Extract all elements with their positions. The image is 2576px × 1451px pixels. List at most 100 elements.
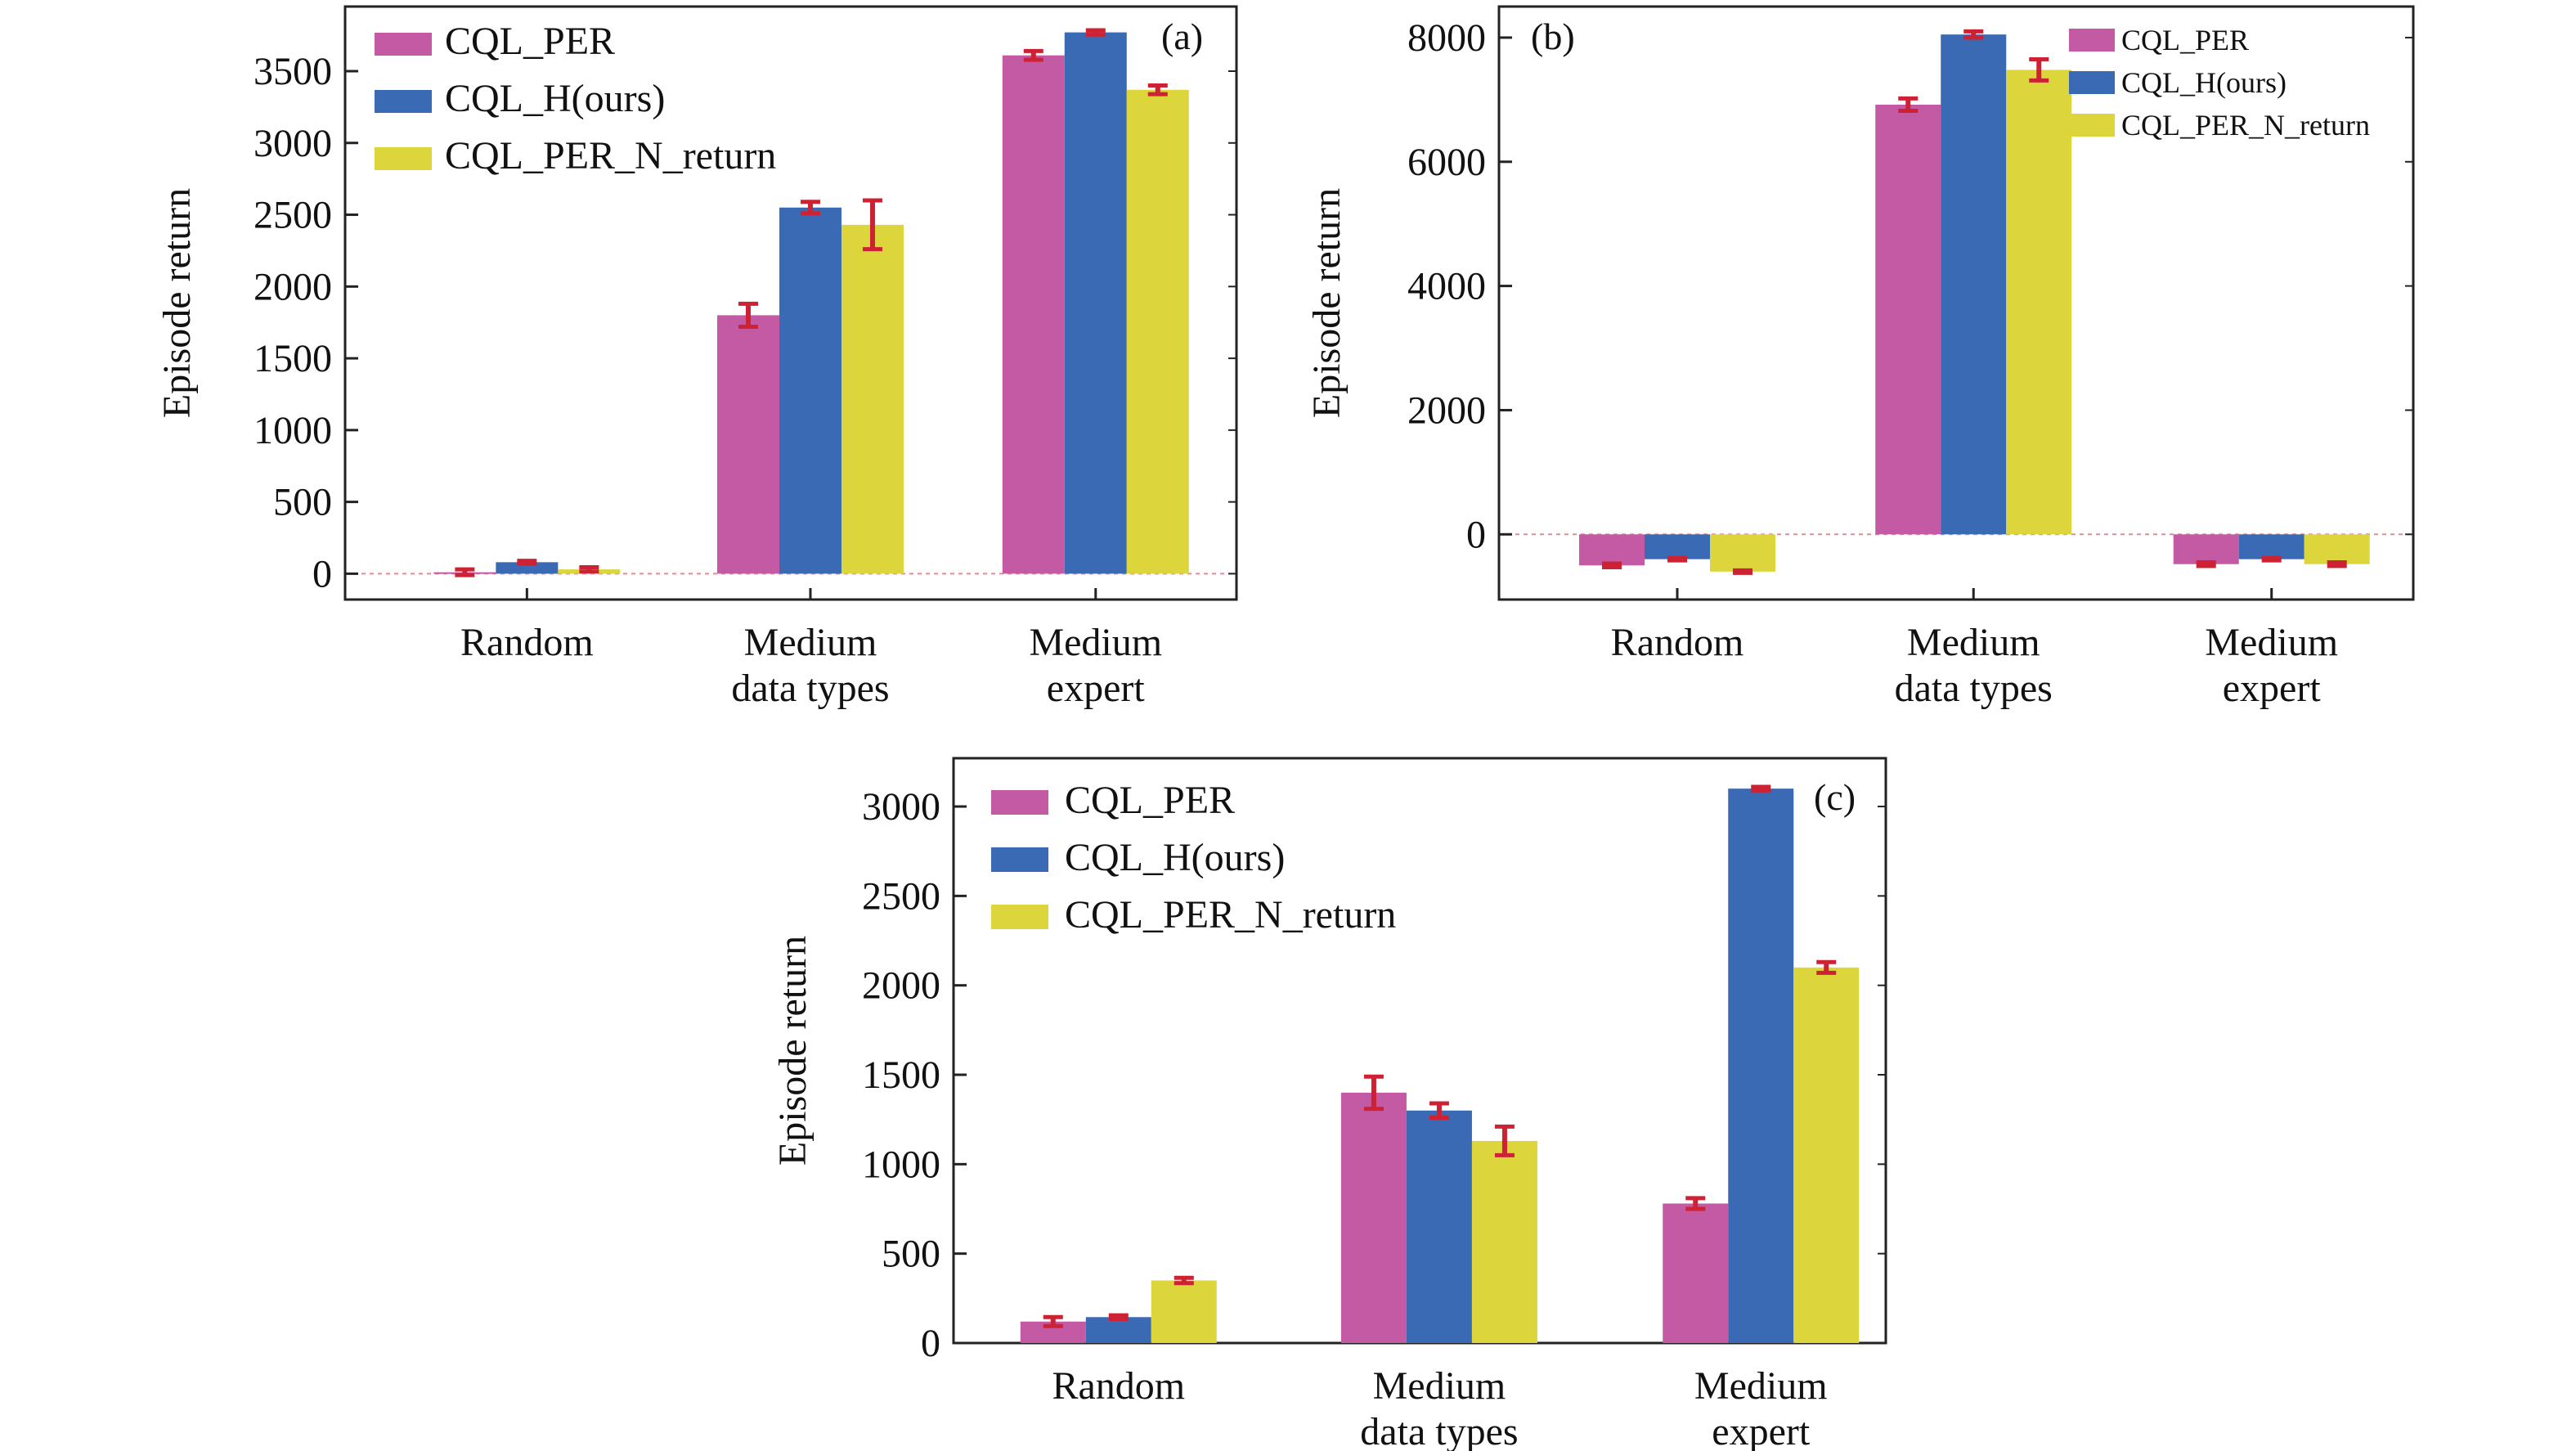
- y-tick-label: 2000: [862, 964, 940, 1008]
- chart-panel-b: 0 2000 4000 6000 8000 Episode return Random Med…: [1305, 5, 2415, 710]
- legend-item: CQL_PER_N_return: [375, 134, 776, 177]
- legend-swatch: [991, 905, 1048, 929]
- y-tick-label: 0: [312, 552, 332, 595]
- bar-cql-per-1: [1875, 104, 1941, 535]
- bar-cql-h-ours--1: [1406, 1110, 1472, 1343]
- legend-item: CQL_PER_N_return: [991, 893, 1396, 937]
- bar-cql-h-ours--0: [496, 562, 559, 574]
- error-bar: [1685, 1196, 1706, 1211]
- error-bar: [1085, 28, 1106, 37]
- error-bar: [1023, 48, 1043, 62]
- bar-cql-h-ours--2: [2238, 534, 2304, 559]
- y-tick-label: 500: [882, 1233, 940, 1276]
- y-tick-label: 2000: [254, 265, 332, 308]
- legend-label: CQL_PER_N_return: [2121, 109, 2370, 142]
- y-tick-label: 1500: [862, 1053, 940, 1097]
- error-bar: [1667, 555, 1688, 563]
- y-tick-label: 0: [921, 1322, 940, 1365]
- y-tick-label: 0: [1466, 513, 1486, 556]
- error-bar: [1816, 959, 1837, 975]
- error-bar: [1602, 561, 1622, 570]
- legend-item: CQL_PER: [375, 20, 615, 63]
- error-bar: [1751, 784, 1771, 793]
- error-bar: [1898, 96, 1919, 114]
- bar-cql-per-n-return-1: [2006, 70, 2072, 535]
- error-bar: [1733, 568, 1753, 575]
- y-tick-label: 1500: [254, 337, 332, 380]
- bar-cql-h-ours--1: [779, 207, 841, 574]
- bar-cql-h-ours--2: [1064, 32, 1127, 574]
- category-label: expert: [1047, 667, 1146, 710]
- plot-frame: [1497, 5, 2415, 601]
- legend-item: CQL_H(ours): [2069, 66, 2287, 99]
- y-tick-label: 8000: [1407, 16, 1486, 60]
- legend-item: CQL_PER: [2069, 24, 2249, 56]
- error-bar: [1963, 29, 1984, 40]
- bar-cql-per-n-return-2: [1126, 89, 1189, 574]
- chart-panel-c: 0 500 1000 1500 2000 2500 3000 Episode return Ra…: [771, 757, 1887, 1451]
- error-bar: [517, 559, 537, 566]
- category-label: Medium: [744, 621, 877, 664]
- y-tick-label: 2500: [862, 874, 940, 918]
- legend-swatch: [2069, 114, 2115, 137]
- category-label: expert: [2223, 667, 2322, 710]
- panel-tag: (a): [1161, 16, 1203, 57]
- category-label: Medium: [1907, 621, 2040, 664]
- bar-cql-per-2: [1002, 55, 1065, 574]
- panel-tag: (c): [1814, 776, 1856, 818]
- category-label: Random: [460, 621, 594, 664]
- category-label: expert: [1712, 1410, 1811, 1451]
- bar-cql-per-n-return-2: [2304, 534, 2370, 564]
- bar-cql-h-ours--0: [1645, 534, 1711, 559]
- error-bar: [1043, 1314, 1063, 1328]
- y-axis-title: Episode return: [771, 936, 815, 1166]
- legend-swatch: [991, 847, 1048, 872]
- y-tick-label: 1000: [862, 1143, 940, 1186]
- bar-cql-per-n-return-1: [841, 224, 904, 574]
- bar-cql-per-2: [1663, 1203, 1729, 1343]
- legend: CQL_PER CQL_H(ours) CQL_PER_N_return: [375, 20, 776, 177]
- bar-cql-per-0: [1579, 534, 1645, 566]
- legend-label: CQL_H(ours): [445, 77, 665, 120]
- legend-item: CQL_H(ours): [375, 77, 665, 120]
- bar-cql-per-1: [716, 315, 779, 574]
- error-bar: [738, 301, 758, 329]
- chart-panel-a: 0 500 1000 1500 2000 2500 3000 3500 Episode retu…: [155, 5, 1238, 710]
- category-label: Medium: [1694, 1364, 1828, 1408]
- y-tick-label: 3000: [862, 785, 940, 829]
- legend-item: CQL_H(ours): [991, 836, 1285, 879]
- bar-cql-h-ours--2: [1728, 788, 1794, 1343]
- legend-swatch: [375, 147, 432, 170]
- y-axis-title: Episode return: [155, 188, 199, 418]
- category-label: Medium: [1373, 1364, 1506, 1408]
- error-bar: [862, 198, 882, 252]
- error-bar: [1429, 1101, 1449, 1120]
- panel-tag: (b): [1531, 16, 1575, 57]
- legend-label: CQL_PER: [445, 20, 615, 63]
- error-bar: [800, 200, 820, 216]
- category-label: Random: [1611, 621, 1744, 664]
- legend: CQL_PER CQL_H(ours) CQL_PER_N_return: [991, 779, 1396, 937]
- error-bar: [1174, 1275, 1194, 1286]
- legend-item: CQL_PER: [991, 779, 1235, 822]
- category-label: Medium: [1029, 621, 1162, 664]
- y-tick-label: 500: [273, 481, 332, 524]
- category-label: Medium: [2205, 621, 2338, 664]
- legend-label: CQL_PER: [1065, 779, 1235, 822]
- bar-cql-per-2: [2173, 534, 2239, 564]
- category-label: Random: [1052, 1364, 1185, 1408]
- error-bar: [2261, 555, 2282, 563]
- legend-label: CQL_H(ours): [2121, 66, 2287, 99]
- error-bar: [455, 567, 475, 577]
- legend-swatch: [375, 90, 432, 113]
- legend-swatch: [2069, 71, 2115, 94]
- bar-cql-h-ours--0: [1085, 1317, 1151, 1343]
- legend-label: CQL_H(ours): [1065, 836, 1285, 879]
- y-tick-label: 3500: [254, 50, 332, 93]
- category-label: data types: [731, 667, 889, 710]
- error-bar: [1494, 1124, 1515, 1157]
- bar-cql-per-n-return-2: [1793, 967, 1860, 1343]
- legend-label: CQL_PER_N_return: [1065, 893, 1396, 937]
- error-bar: [1147, 83, 1168, 97]
